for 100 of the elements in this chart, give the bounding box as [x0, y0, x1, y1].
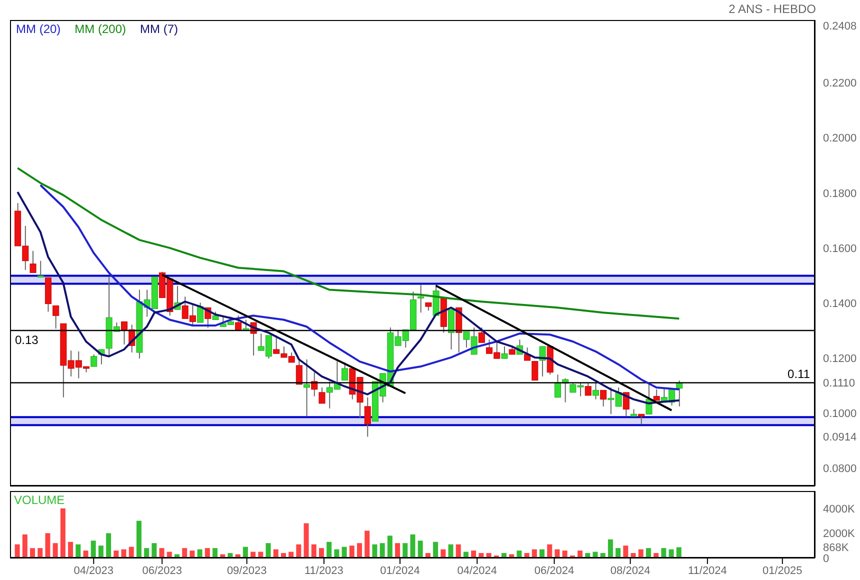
y-tick-label: 0.1000 [823, 408, 857, 420]
candlestick [418, 284, 424, 314]
bar [212, 548, 218, 558]
bar [318, 548, 324, 558]
bar [144, 548, 150, 558]
bar [623, 546, 628, 558]
bar [98, 546, 104, 558]
bar [661, 548, 666, 558]
candlestick [638, 414, 645, 425]
bar [311, 544, 316, 558]
x-tick-label: 04/2023 [74, 564, 114, 577]
bar [616, 548, 621, 558]
y-tick-label: 0.0914 [823, 432, 857, 444]
bar [128, 546, 134, 558]
x-tick-label: 06/2024 [534, 564, 574, 577]
bar [38, 548, 43, 558]
candlestick [653, 388, 660, 401]
bar [349, 546, 354, 558]
x-tick-label: 09/2023 [226, 564, 267, 577]
bar [22, 534, 28, 558]
bar [52, 543, 58, 558]
bar [418, 540, 423, 558]
bar [608, 539, 613, 558]
bar [410, 534, 416, 558]
bar [402, 543, 408, 558]
bar [152, 543, 157, 558]
text: MM (200) [74, 22, 126, 36]
candlestick [235, 315, 242, 331]
candlestick [342, 362, 348, 381]
candlestick [296, 360, 302, 385]
candlestick [30, 250, 36, 274]
x-tick-label: 11/2023 [304, 564, 344, 577]
bar [106, 533, 112, 558]
candlestick [197, 302, 204, 323]
candlestick [592, 382, 599, 400]
bar [646, 548, 651, 558]
bar [676, 547, 682, 558]
bar [14, 544, 20, 558]
ref-line-label: 0.11 [788, 366, 810, 381]
bar [182, 548, 188, 558]
candlestick [242, 319, 250, 330]
candlestick [501, 346, 508, 360]
chart-title: 2 ANS - HEBDO [728, 2, 816, 16]
y-tick-label: 0.2000 [823, 132, 857, 145]
bar [90, 540, 96, 558]
bar [456, 544, 461, 558]
bar [204, 548, 210, 558]
y-tick-label: 0.2408 [823, 20, 857, 32]
bar [136, 520, 142, 558]
x-tick-label: 01/2024 [380, 564, 420, 577]
y-tick-label: 0.2200 [823, 78, 857, 90]
candlestick [478, 326, 485, 344]
text: MM (7) [140, 22, 178, 36]
y-tick-label: 2000K [823, 528, 856, 540]
candlestick [524, 347, 531, 361]
bar [45, 533, 50, 558]
bar [242, 546, 248, 558]
bar [68, 542, 74, 558]
bar [326, 542, 332, 558]
bar [76, 544, 81, 558]
bar [266, 543, 271, 558]
bar [357, 543, 362, 558]
y-tick-label: 0.1400 [823, 298, 857, 310]
candlestick [318, 386, 326, 404]
bar [448, 544, 454, 558]
bar [30, 548, 36, 558]
bar [387, 536, 392, 558]
bar [547, 544, 552, 558]
candlestick [554, 374, 561, 398]
candlestick [364, 396, 371, 438]
candlestick [304, 358, 310, 417]
x-tick-label: 01/2025 [762, 564, 802, 577]
y-tick-label: 4000K [823, 503, 856, 516]
y-tick-label: 0.1110 [823, 378, 856, 390]
candlestick [584, 382, 592, 396]
ref-line-label: 0.13 [15, 333, 39, 348]
text: MM (20) [16, 22, 61, 36]
candlestick [90, 354, 98, 368]
y-tick-label: 0.1600 [823, 242, 857, 255]
bar [395, 543, 400, 558]
candlestick [448, 309, 455, 350]
y-tick-label: 0.0800 [823, 463, 857, 476]
line-series [16, 167, 680, 320]
candlestick [532, 361, 538, 381]
bar [342, 546, 347, 558]
y-tick-label: 0 [823, 552, 830, 565]
bar [60, 508, 66, 558]
y-tick-label: 0.1800 [823, 188, 857, 200]
y-tick-label: 868K [823, 542, 850, 554]
x-tick-label: 04/2024 [457, 564, 498, 577]
bar [380, 543, 385, 558]
x-tick-label: 08/2024 [610, 564, 650, 577]
bar [364, 530, 370, 558]
candlestick [600, 390, 607, 407]
y-tick-label: 0.1200 [823, 352, 857, 365]
candlestick [52, 305, 60, 330]
chart-title: VOLUME [14, 493, 65, 507]
bar [159, 548, 164, 558]
bar [296, 544, 302, 558]
x-tick-label: 11/2024 [688, 564, 727, 577]
